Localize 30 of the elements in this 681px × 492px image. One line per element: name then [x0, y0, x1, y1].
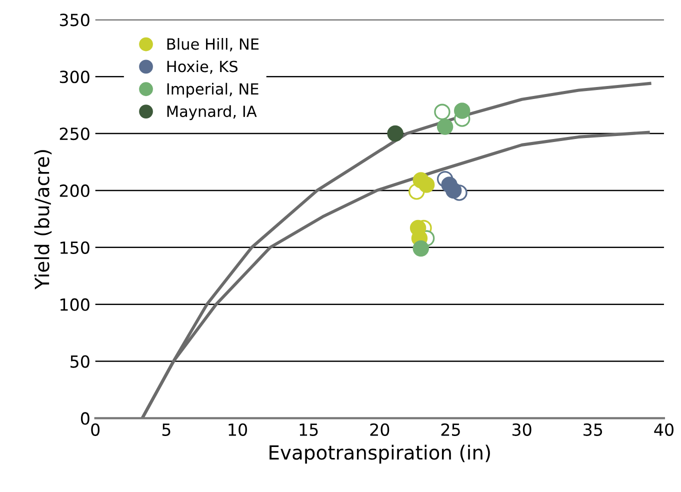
y-tick-label: 150: [60, 241, 90, 254]
legend-label: Maynard, IA: [167, 105, 257, 120]
y-tick-label: 100: [60, 298, 90, 311]
legend-label: Imperial, NE: [167, 82, 258, 98]
point: [412, 240, 429, 257]
y-axis-title: Yield (bu/acre): [34, 150, 52, 290]
y-tick-label: 250: [60, 128, 90, 140]
x-tick-label: 15: [300, 424, 318, 436]
point: [434, 104, 450, 120]
legend-label: Hoxie, KS: [167, 60, 238, 74]
point: [418, 176, 435, 193]
point: [454, 102, 470, 119]
y-tick-label: 200: [60, 184, 90, 198]
y-tick-label: 350: [60, 14, 90, 26]
x-tick-label: 20: [370, 423, 390, 436]
x-tick-label: 25: [441, 423, 460, 436]
y-tick-label: 300: [60, 70, 90, 84]
y-tick-label: 50: [70, 355, 90, 368]
point: [387, 125, 404, 142]
legend-label: Blue Hill, NE: [167, 38, 259, 52]
y-tick-label: 0: [80, 412, 90, 425]
x-tick-label: 5: [162, 424, 170, 436]
x-axis-title: Evapotranspiration (in): [270, 444, 490, 464]
x-tick-label: 35: [584, 423, 602, 436]
x-tick-label: 30: [512, 423, 532, 436]
x-tick-label: 40: [654, 423, 674, 436]
point: [436, 118, 454, 135]
point: [445, 182, 462, 199]
x-tick-label: 0: [91, 423, 100, 436]
x-tick-label: 10: [228, 423, 247, 436]
